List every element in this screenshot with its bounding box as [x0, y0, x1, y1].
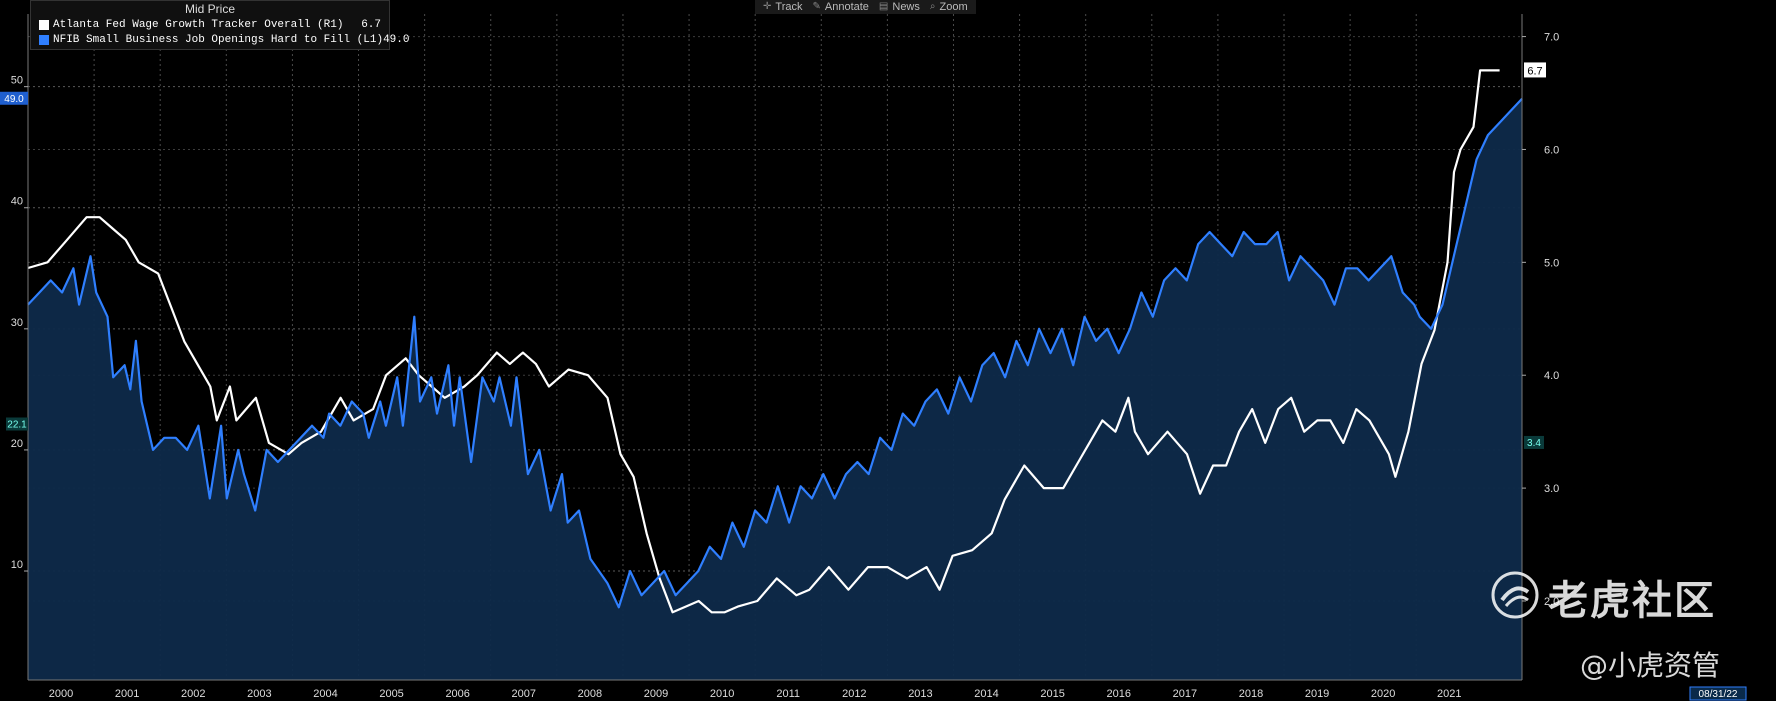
watermark-brand: 老虎社区 [1548, 578, 1716, 624]
left-secondary-box [6, 417, 28, 431]
news-icon: ▤ [878, 1, 889, 12]
x-tick-label-2010: 2010 [710, 688, 734, 700]
news-label: News [892, 1, 920, 13]
x-tick-label-2018: 2018 [1239, 688, 1263, 700]
left-current-box [0, 91, 28, 105]
end-date-box [1689, 686, 1747, 701]
right-tick-label-3.0: 3.0 [1544, 483, 1559, 495]
x-tick-label-2011: 2011 [776, 688, 800, 700]
x-tick-label-2009: 2009 [644, 688, 668, 700]
x-tick-label-2003: 2003 [247, 688, 271, 700]
x-tick-label-2014: 2014 [974, 688, 998, 700]
left-tick-label-20: 20 [11, 438, 23, 450]
right-current-box [1524, 62, 1546, 78]
x-tick-label-2016: 2016 [1107, 688, 1131, 700]
left-tick-label-40: 40 [11, 196, 23, 208]
zoom-label: Zoom [939, 1, 968, 13]
legend-value-nfib: 49.0 [383, 33, 410, 46]
chart-legend: Mid Price Atlanta Fed Wage Growth Tracke… [30, 0, 409, 50]
news-button[interactable]: ▤ News [879, 0, 920, 14]
x-tick-label-2019: 2019 [1305, 688, 1329, 700]
x-tick-label-2002: 2002 [181, 688, 205, 700]
annotate-button[interactable]: ✎ Annotate [812, 0, 868, 14]
zoom-button[interactable]: ⌕ Zoom [930, 0, 968, 14]
x-tick-label-2020: 2020 [1371, 688, 1395, 700]
legend-value-wage: 6.7 [361, 18, 381, 31]
track-label: Track [775, 1, 803, 13]
x-tick-label-2007: 2007 [512, 688, 536, 700]
x-tick-label-2004: 2004 [313, 688, 337, 700]
legend-label-wage: Atlanta Fed Wage Growth Tracker Overall … [53, 18, 344, 31]
right-secondary-badge: 3.4 [1524, 435, 1544, 449]
right-secondary-box [1524, 435, 1544, 449]
x-tick-label-2005: 2005 [379, 688, 403, 700]
x-tick-label-2008: 2008 [578, 688, 602, 700]
right-current-label: 6.7 [1527, 65, 1542, 77]
legend-swatch-wage [39, 19, 49, 30]
chart-toolbar: ✛ Track ✎ Annotate ▤ News ⌕ Zoom [755, 0, 976, 14]
right-secondary-label: 3.4 [1527, 438, 1541, 449]
right-tick-label-7.0: 7.0 [1544, 32, 1559, 44]
right-tick-label-2.0: 2.0 [1544, 596, 1559, 608]
series-line-nfib [27, 98, 1523, 609]
left-secondary-badge: 22.1 [6, 417, 28, 431]
x-tick-label-2021: 2021 [1437, 688, 1461, 700]
tiger-logo-icon [1491, 571, 1539, 619]
end-date-badge: 08/31/22 [1689, 686, 1747, 701]
x-tick-label-2006: 2006 [445, 688, 469, 700]
x-tick-label-2015: 2015 [1040, 688, 1064, 700]
magnifier-icon: ⌕ [929, 1, 936, 12]
left-tick-label-30: 30 [11, 317, 23, 329]
right-current-badge: 6.7 [1524, 62, 1546, 77]
legend-swatch-nfib [39, 34, 49, 45]
right-tick-label-6.0: 6.0 [1544, 144, 1559, 156]
right-tick-label-5.0: 5.0 [1544, 257, 1559, 269]
legend-item-nfib[interactable]: NFIB Small Business Job Openings Hard to… [31, 32, 409, 47]
left-tick-label-10: 10 [11, 559, 23, 571]
end-date-label: 08/31/22 [1699, 689, 1738, 700]
left-current-badge: 49.0 [0, 91, 28, 105]
track-button[interactable]: ✛ Track [763, 0, 802, 14]
crosshair-icon: ✛ [763, 1, 772, 12]
left-tick-label-50: 50 [11, 75, 23, 87]
left-current-label: 49.0 [4, 94, 24, 105]
legend-item-wage[interactable]: Atlanta Fed Wage Growth Tracker Overall … [31, 17, 389, 32]
x-tick-label-2013: 2013 [908, 688, 932, 700]
x-tick-label-2001: 2001 [115, 688, 139, 700]
legend-label-nfib: NFIB Small Business Job Openings Hard to… [53, 33, 384, 46]
pencil-icon: ✎ [812, 1, 821, 12]
right-tick-label-4.0: 4.0 [1544, 370, 1559, 382]
x-tick-label-2000: 2000 [49, 688, 73, 700]
x-tick-label-2012: 2012 [842, 688, 866, 700]
annotate-label: Annotate [824, 1, 869, 13]
series-area-nfib [28, 98, 1522, 681]
legend-title: Mid Price [184, 2, 235, 16]
x-tick-label-2017: 2017 [1173, 688, 1197, 700]
series-line-wage [27, 69, 1500, 614]
watermark-handle: @小虎资管 [1580, 649, 1721, 682]
left-secondary-label: 22.1 [7, 419, 27, 430]
